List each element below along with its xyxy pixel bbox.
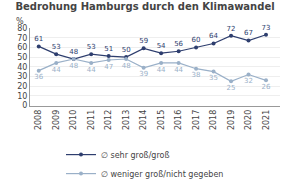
svg-text:0: 0 <box>22 101 27 110</box>
svg-text:56: 56 <box>174 40 183 48</box>
svg-text:2018: 2018 <box>209 110 218 130</box>
svg-text:44: 44 <box>52 66 61 74</box>
svg-text:20: 20 <box>17 82 27 91</box>
svg-text:44: 44 <box>174 66 183 74</box>
svg-text:48: 48 <box>122 62 131 70</box>
svg-text:Bedrohung Hamburgs durch den K: Bedrohung Hamburgs durch den Klimawandel <box>15 1 274 12</box>
svg-text:80: 80 <box>17 24 27 33</box>
svg-text:50: 50 <box>17 53 27 62</box>
svg-text:60: 60 <box>192 36 201 44</box>
svg-text:2010: 2010 <box>69 110 78 130</box>
svg-text:2009: 2009 <box>52 110 61 130</box>
svg-text:50: 50 <box>122 46 131 54</box>
svg-text:2011: 2011 <box>87 110 96 130</box>
svg-text:48: 48 <box>69 62 78 70</box>
svg-text:%: % <box>16 17 24 26</box>
svg-text:53: 53 <box>87 43 96 51</box>
svg-text:32: 32 <box>244 77 253 85</box>
svg-text:∅ sehr groß/groß: ∅ sehr groß/groß <box>101 151 169 160</box>
svg-text:67: 67 <box>244 29 253 37</box>
svg-text:2017: 2017 <box>192 110 201 130</box>
svg-text:2013: 2013 <box>122 110 131 130</box>
svg-text:54: 54 <box>157 42 166 50</box>
svg-text:48: 48 <box>69 48 78 56</box>
svg-text:25: 25 <box>227 84 236 92</box>
svg-text:2021: 2021 <box>262 110 271 130</box>
svg-text:2008: 2008 <box>34 110 43 130</box>
svg-text:2016: 2016 <box>174 110 183 130</box>
svg-text:73: 73 <box>262 24 271 32</box>
svg-text:44: 44 <box>87 66 96 74</box>
svg-text:61: 61 <box>34 35 43 43</box>
svg-text:26: 26 <box>262 83 271 91</box>
svg-text:39: 39 <box>139 70 148 78</box>
svg-text:72: 72 <box>227 25 236 33</box>
svg-text:60: 60 <box>17 43 27 52</box>
svg-text:36: 36 <box>34 73 43 81</box>
svg-text:53: 53 <box>52 43 61 51</box>
svg-text:59: 59 <box>139 37 148 45</box>
svg-text:51: 51 <box>104 45 113 53</box>
svg-text:2015: 2015 <box>157 110 166 130</box>
svg-text:44: 44 <box>157 66 166 74</box>
svg-text:2012: 2012 <box>104 110 113 130</box>
svg-text:38: 38 <box>192 71 201 79</box>
svg-text:10: 10 <box>17 92 27 101</box>
svg-text:30: 30 <box>17 72 27 81</box>
svg-text:2019: 2019 <box>227 110 236 130</box>
svg-text:40: 40 <box>17 63 27 72</box>
svg-text:64: 64 <box>209 32 218 40</box>
svg-text:47: 47 <box>104 63 113 71</box>
svg-text:∅ weniger groß/nicht gegeben: ∅ weniger groß/nicht gegeben <box>101 170 223 179</box>
svg-text:2020: 2020 <box>244 110 253 130</box>
svg-text:2014: 2014 <box>139 110 148 130</box>
svg-text:70: 70 <box>17 33 27 42</box>
svg-text:35: 35 <box>209 74 218 82</box>
